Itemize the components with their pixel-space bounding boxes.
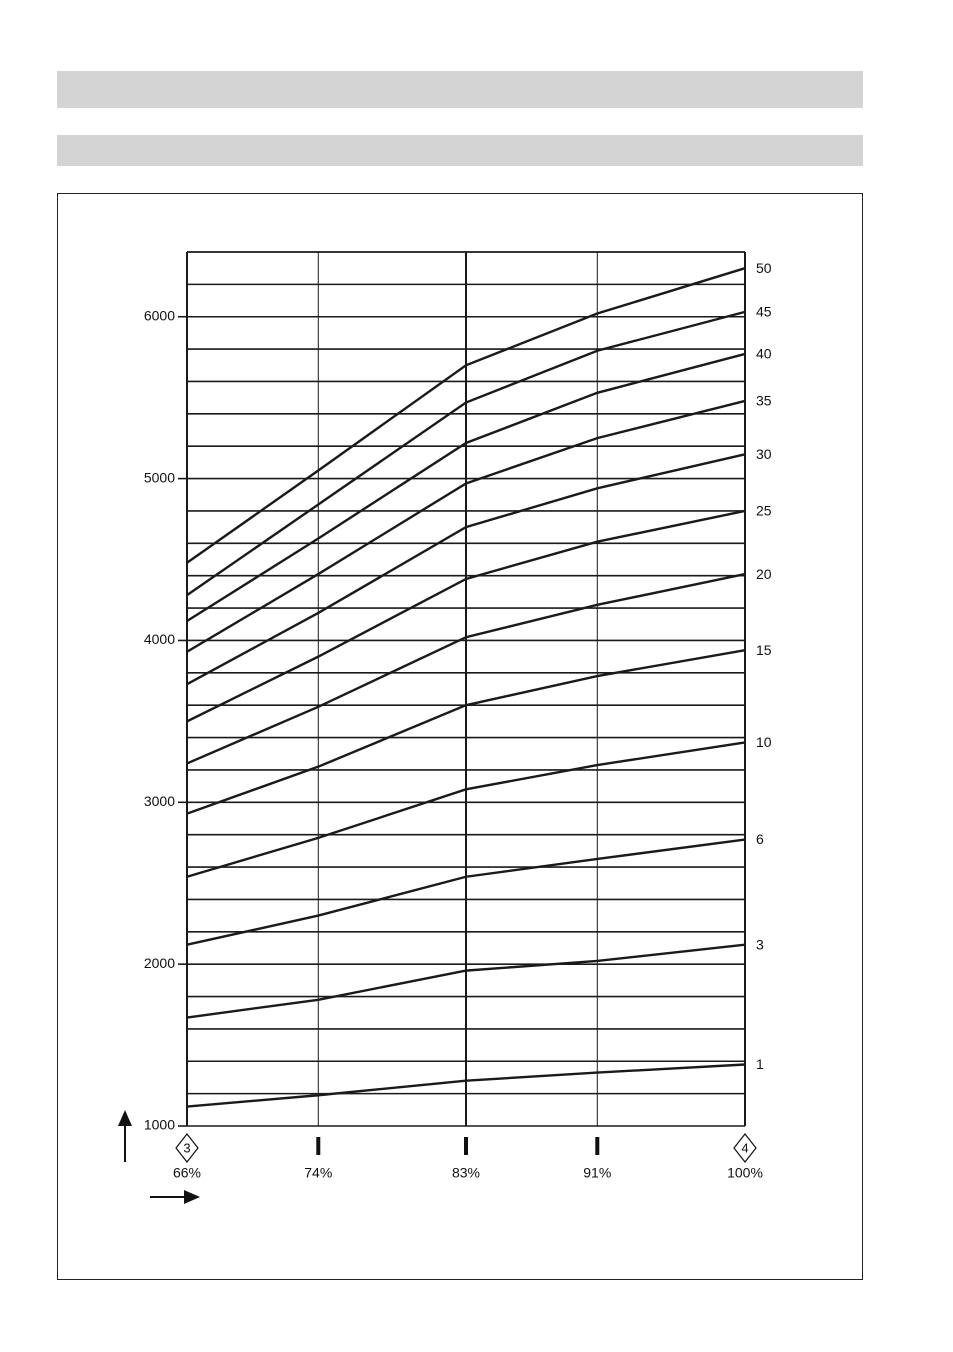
y-tick-label: 5000 bbox=[144, 469, 175, 485]
series-line bbox=[186, 1063, 746, 1108]
y-arrow bbox=[118, 1110, 132, 1162]
x-tick-badge bbox=[733, 1133, 757, 1163]
x-tick-badge bbox=[175, 1133, 199, 1163]
series-line bbox=[186, 509, 746, 723]
y-tick-label: 3000 bbox=[144, 793, 175, 809]
series-label: 40 bbox=[756, 346, 772, 362]
series-line bbox=[186, 741, 746, 878]
x-tick-badge-label: 4 bbox=[741, 1140, 748, 1155]
x-tick-label: 100% bbox=[727, 1165, 763, 1181]
series-label: 25 bbox=[756, 503, 772, 519]
x-tick-label: 66% bbox=[173, 1165, 201, 1181]
x-tick-label: 74% bbox=[304, 1165, 332, 1181]
series-line bbox=[186, 572, 746, 765]
x-tick-label: 91% bbox=[583, 1165, 611, 1181]
series-label: 1 bbox=[756, 1056, 764, 1072]
header-bar bbox=[57, 71, 863, 108]
series-label: 50 bbox=[756, 260, 772, 276]
chart-frame bbox=[57, 193, 863, 1280]
series-line bbox=[186, 648, 746, 815]
y-tick-label: 6000 bbox=[144, 307, 175, 323]
y-tick-label: 4000 bbox=[144, 631, 175, 647]
y-tick-label: 1000 bbox=[144, 1117, 175, 1133]
series-line bbox=[186, 310, 746, 597]
series-line bbox=[186, 267, 746, 564]
y-tick-label: 2000 bbox=[144, 955, 175, 971]
series-label: 10 bbox=[756, 734, 772, 750]
series-line bbox=[186, 453, 746, 686]
series-label: 35 bbox=[756, 393, 772, 409]
series-line bbox=[186, 943, 746, 1019]
x-tick-label: 83% bbox=[452, 1165, 480, 1181]
series-label: 45 bbox=[756, 304, 772, 320]
x-arrow bbox=[150, 1190, 200, 1204]
series-line bbox=[186, 352, 746, 623]
series-label: 6 bbox=[756, 831, 764, 847]
series-label: 20 bbox=[756, 566, 772, 582]
series-line bbox=[186, 399, 746, 653]
series-label: 15 bbox=[756, 642, 772, 658]
subheader-bar bbox=[57, 135, 863, 166]
series-label: 3 bbox=[756, 936, 764, 952]
series-line bbox=[186, 838, 746, 946]
x-tick-badge-label: 3 bbox=[183, 1140, 190, 1155]
series-label: 30 bbox=[756, 446, 772, 462]
